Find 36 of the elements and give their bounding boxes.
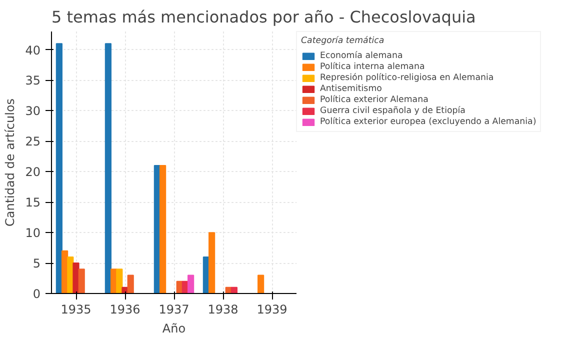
x-tick-label: 1937 bbox=[158, 302, 190, 316]
bar bbox=[127, 274, 134, 294]
bar bbox=[78, 268, 85, 294]
bar bbox=[230, 286, 238, 294]
x-tick-label: 1939 bbox=[256, 302, 288, 316]
y-axis-title: Cantidad de artículos bbox=[3, 98, 18, 227]
y-tick-label: 5 bbox=[32, 256, 41, 271]
legend-label: Política exterior Alemana bbox=[320, 95, 428, 105]
y-tick-label: 25 bbox=[25, 134, 41, 149]
y-tick-label: 20 bbox=[25, 165, 41, 180]
legend-label: Guerra civil española y de Etiopía bbox=[320, 106, 466, 116]
y-tick-label: 0 bbox=[32, 287, 41, 301]
y-tick-label: 10 bbox=[25, 226, 41, 240]
x-tick-label: 1938 bbox=[208, 302, 238, 316]
legend-label: Política interna alemana bbox=[320, 62, 425, 72]
legend-label: Represión político-religiosa en Alemania bbox=[320, 73, 494, 83]
chart-title: 5 temas más mencionados por año - Checoslovaquia bbox=[52, 8, 476, 26]
x-axis-title: Año bbox=[162, 322, 186, 336]
legend-label: Antisemitismo bbox=[320, 84, 382, 94]
bar bbox=[56, 43, 62, 294]
y-tick-label: 40 bbox=[25, 43, 41, 58]
bar bbox=[188, 274, 194, 294]
bar bbox=[208, 232, 216, 294]
legend-label: Política exterior europea (excluyendo a Alemania) bbox=[320, 117, 536, 127]
bar bbox=[104, 43, 112, 294]
bar bbox=[160, 165, 166, 294]
bar bbox=[72, 262, 80, 294]
y-tick-label: 35 bbox=[25, 74, 41, 88]
x-tick-label: 1935 bbox=[60, 302, 92, 316]
legend-title: Categoría temática bbox=[301, 36, 386, 46]
x-tick-label: 1936 bbox=[110, 302, 140, 316]
bar bbox=[258, 274, 264, 294]
legend-label: Economía alemana bbox=[320, 51, 403, 61]
bar bbox=[116, 268, 123, 294]
y-tick-label: 30 bbox=[25, 104, 41, 118]
y-tick-label: 15 bbox=[25, 196, 41, 210]
